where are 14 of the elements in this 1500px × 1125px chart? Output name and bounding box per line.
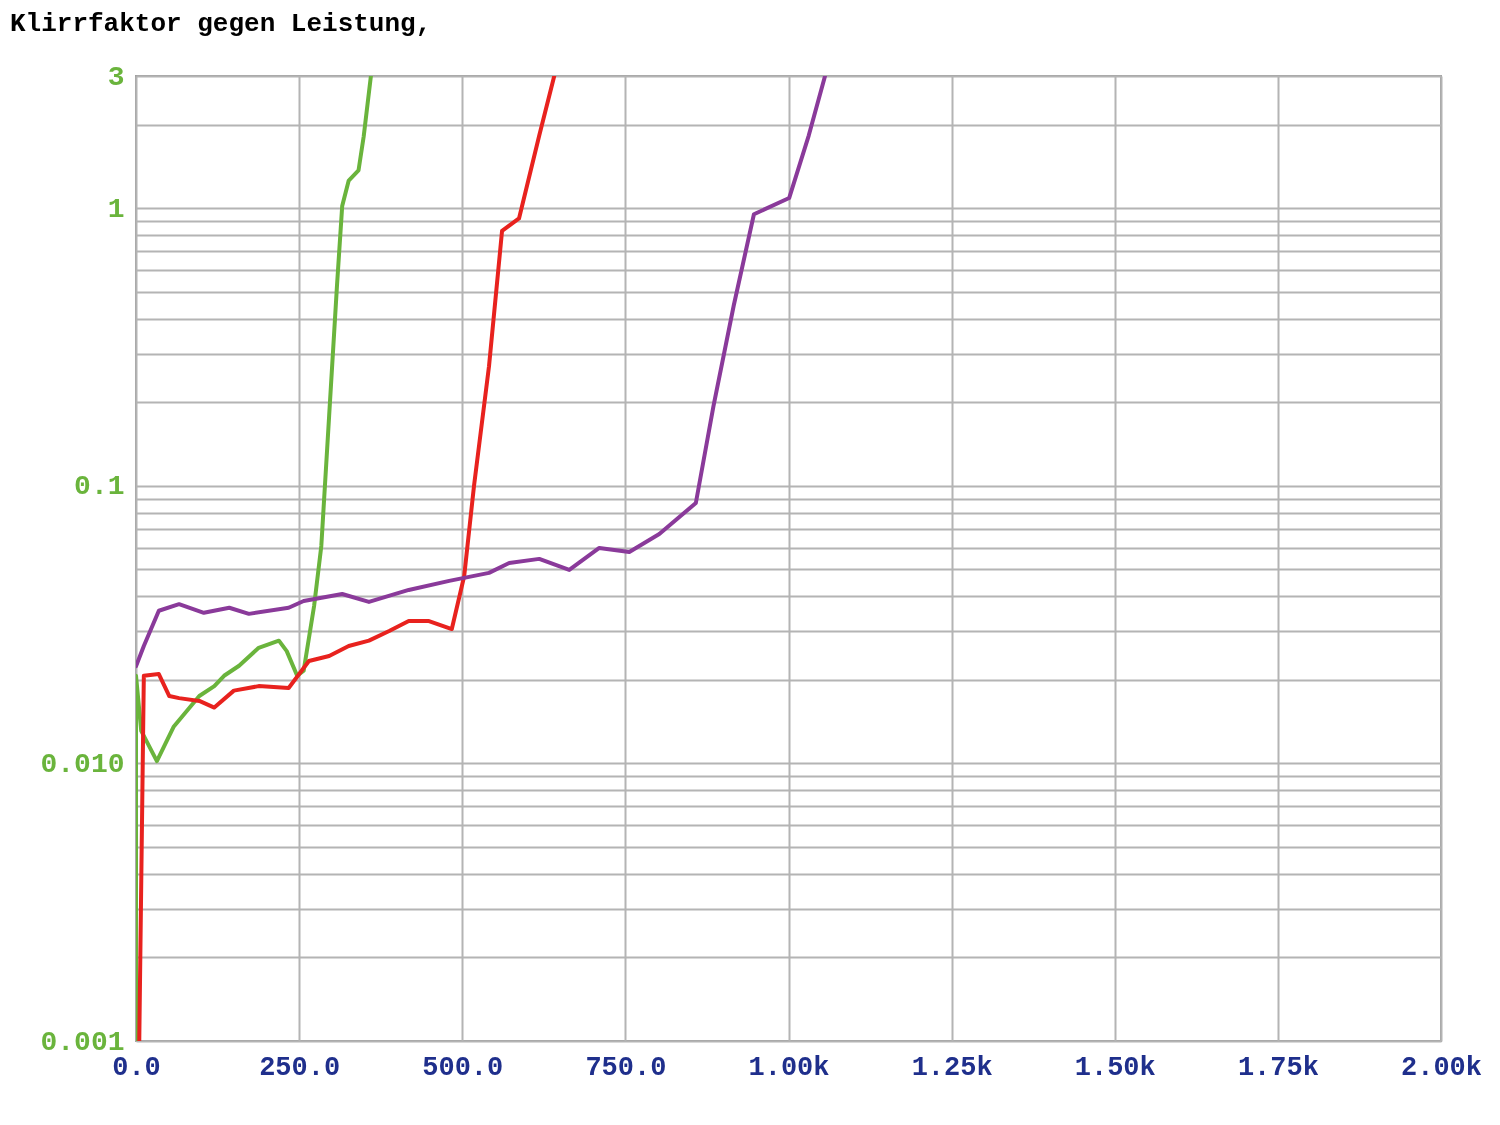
chart-title: Klirrfaktor gegen Leistung,	[10, 9, 432, 39]
x-tick-label: 500.0	[422, 1052, 504, 1083]
y-tick-label: 1	[107, 193, 125, 225]
y-tick-label: 0.1	[74, 471, 125, 503]
x-tick-label: 1.00k	[748, 1052, 830, 1083]
x-tick-label: 1.25k	[911, 1052, 993, 1083]
x-tick-label: 250.0	[259, 1052, 341, 1083]
x-tick-label: 1.75k	[1237, 1052, 1319, 1083]
x-tick-label: 1.50k	[1074, 1052, 1156, 1083]
line-series	[136, 76, 828, 669]
y-tick-label: 3	[107, 61, 125, 93]
y-tick-label: 0.010	[40, 748, 125, 780]
x-tick-label: 750.0	[585, 1052, 667, 1083]
x-tick-label: 2.00k	[1400, 1052, 1483, 1083]
